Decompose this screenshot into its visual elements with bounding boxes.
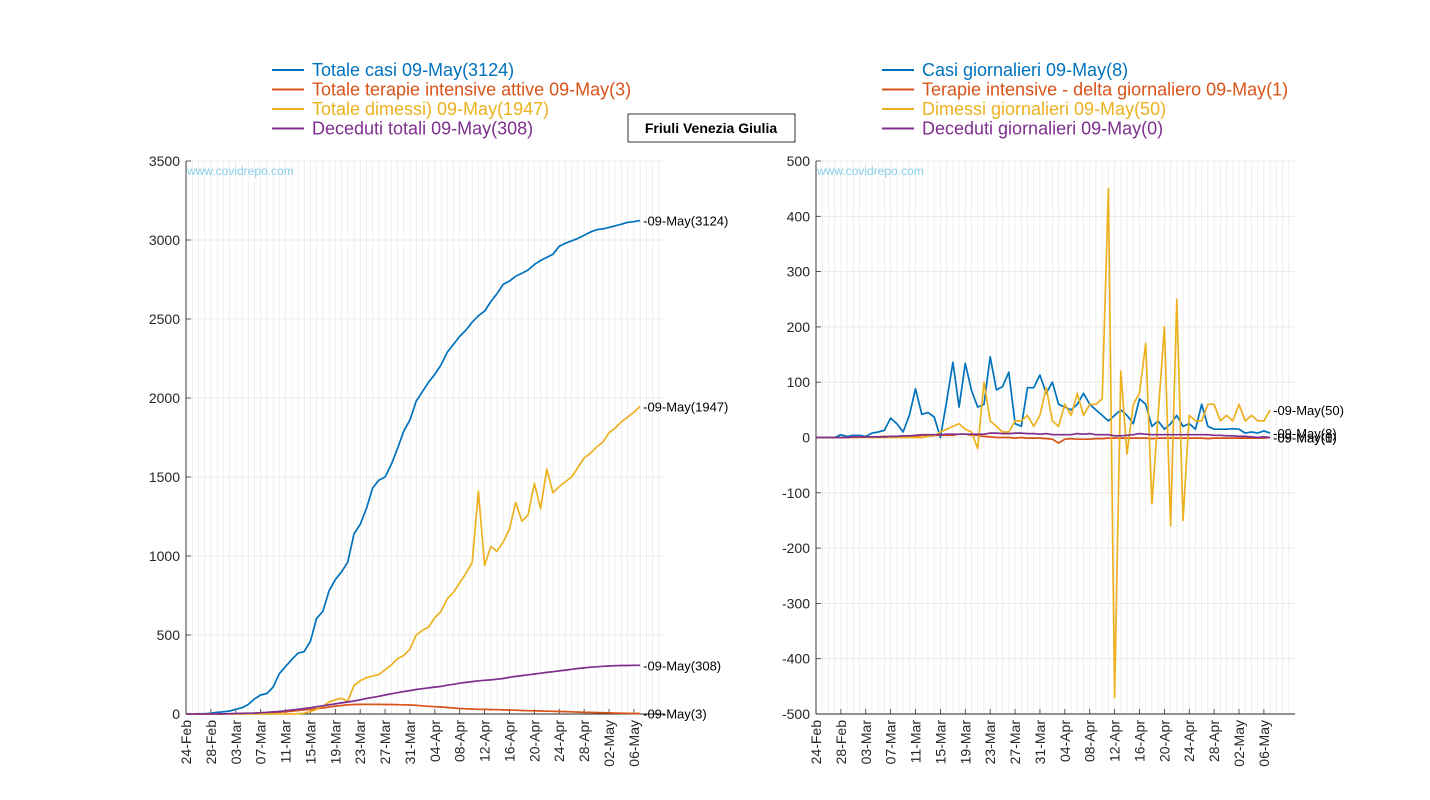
y-tick-label: 0	[802, 430, 810, 446]
legend-entry: Totale terapie intensive attive 09-May(3…	[312, 80, 631, 100]
x-tick-label: 20-Apr	[526, 720, 542, 762]
y-tick-label: 500	[787, 153, 811, 169]
y-tick-label: 400	[787, 208, 811, 224]
x-tick-label: 23-Mar	[352, 720, 368, 765]
x-tick-label: 07-Mar	[883, 720, 899, 765]
y-tick-label: -400	[782, 651, 810, 667]
x-tick-label: 07-Mar	[253, 720, 269, 765]
series-end-label: -09-May(1)	[1273, 431, 1337, 446]
x-tick-label: 02-May	[1231, 720, 1247, 767]
x-tick-label: 16-Apr	[1131, 720, 1147, 762]
x-tick-label: 24-Apr	[551, 720, 567, 762]
legend-entry: Deceduti giornalieri 09-May(0)	[922, 119, 1163, 139]
legend-entry: Terapie intensive - delta giornaliero 09…	[922, 80, 1288, 100]
y-tick-label: -300	[782, 595, 810, 611]
x-tick-label: 04-Apr	[1057, 720, 1073, 762]
chart-title: Friuli Venezia Giulia	[645, 120, 777, 136]
y-tick-label: 0	[172, 706, 180, 722]
y-tick-label: 3500	[149, 153, 180, 169]
legend-entry: Dimessi giornalieri 09-May(50)	[922, 99, 1166, 119]
x-tick-label: 12-Apr	[1107, 720, 1123, 762]
x-tick-label: 06-May	[626, 720, 642, 767]
series-line-1	[816, 355, 1271, 439]
y-tick-label: 3000	[149, 232, 180, 248]
y-tick-label: 2000	[149, 390, 180, 406]
series-end-label: -09-May(8)	[1273, 426, 1337, 441]
x-tick-label: 08-Apr	[452, 720, 468, 762]
series-line-3	[186, 405, 641, 715]
legend-entry: Deceduti totali 09-May(308)	[312, 119, 533, 139]
y-tick-label: 1000	[149, 548, 180, 564]
x-tick-label: 06-May	[1256, 720, 1272, 767]
x-tick-label: 16-Apr	[501, 720, 517, 762]
x-tick-label: 15-Mar	[932, 720, 948, 765]
x-tick-label: 04-Apr	[427, 720, 443, 762]
x-tick-label: 20-Apr	[1156, 720, 1172, 762]
x-tick-label: 03-Mar	[228, 720, 244, 765]
series-end-label: -09-May(3)	[643, 707, 707, 722]
title-box: Friuli Venezia Giulia	[627, 113, 796, 143]
series-end-label: -09-May(50)	[1273, 403, 1344, 418]
x-tick-label: 28-Apr	[576, 720, 592, 762]
series-line-4	[186, 664, 641, 715]
x-tick-label: 19-Mar	[327, 720, 343, 765]
series-line-4	[816, 432, 1271, 439]
x-tick-label: 02-May	[601, 720, 617, 767]
legend-entry: Casi giornalieri 09-May(8)	[922, 60, 1128, 80]
x-tick-label: 08-Apr	[1082, 720, 1098, 762]
legend-entry: Totale casi 09-May(3124)	[312, 60, 514, 80]
x-tick-label: 28-Feb	[833, 720, 849, 765]
series-line-3	[816, 187, 1271, 699]
x-tick-label: 12-Apr	[477, 720, 493, 762]
series-end-label: -09-May(1947)	[643, 399, 728, 414]
series-line-1	[186, 219, 641, 715]
panel-2: -500 -400 -300 -200 -100 0 100 200 300 400 500 24-F…	[782, 60, 1344, 767]
y-tick-label: 100	[787, 374, 811, 390]
x-tick-label: 03-Mar	[858, 720, 874, 765]
series-end-label: -09-May(308)	[643, 658, 721, 673]
x-tick-label: 23-Mar	[982, 720, 998, 765]
x-tick-label: 31-Mar	[1032, 720, 1048, 765]
x-tick-label: 24-Apr	[1181, 720, 1197, 762]
x-tick-label: 19-Mar	[957, 720, 973, 765]
watermark: www.covidrepo.com	[816, 164, 924, 178]
x-tick-label: 11-Mar	[278, 720, 294, 764]
x-tick-label: 27-Mar	[1007, 720, 1023, 765]
watermark: www.covidrepo.com	[186, 164, 294, 178]
y-tick-label: 2500	[149, 311, 180, 327]
legend-entry: Totale dimessi) 09-May(1947)	[312, 99, 549, 119]
x-tick-label: 28-Apr	[1206, 720, 1222, 762]
y-tick-label: 1500	[149, 469, 180, 485]
y-tick-label: -200	[782, 540, 810, 556]
y-tick-label: 500	[157, 627, 181, 643]
x-tick-label: 24-Feb	[178, 720, 194, 765]
series-end-label: -09-May(0)	[1273, 431, 1337, 446]
y-tick-label: 200	[787, 319, 811, 335]
y-tick-label: 300	[787, 264, 811, 280]
series-end-label: -09-May(3124)	[643, 213, 728, 228]
x-tick-label: 24-Feb	[808, 720, 824, 765]
y-tick-label: -500	[782, 706, 810, 722]
x-tick-label: 28-Feb	[203, 720, 219, 765]
x-tick-label: 15-Mar	[302, 720, 318, 765]
x-tick-label: 27-Mar	[377, 720, 393, 765]
x-tick-label: 11-Mar	[908, 720, 924, 764]
x-tick-label: 31-Mar	[402, 720, 418, 765]
y-tick-label: -100	[782, 485, 810, 501]
panel-1: 0 500 1000 1500 2000 2500 3000 3500 24-Feb 28-Feb…	[149, 60, 729, 767]
